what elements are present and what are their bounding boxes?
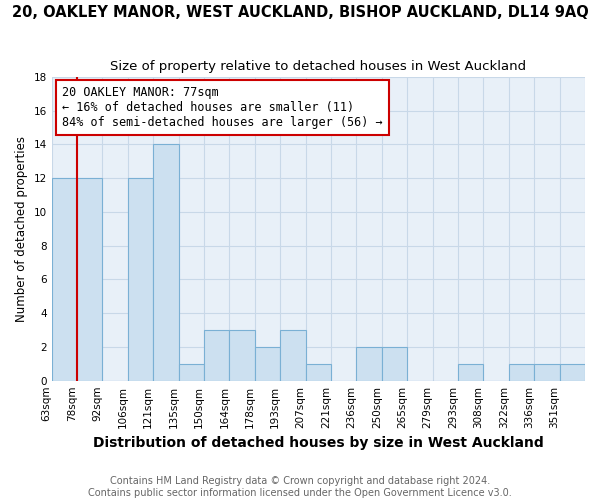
X-axis label: Distribution of detached houses by size in West Auckland: Distribution of detached houses by size … [93, 436, 544, 450]
Bar [382, 347, 407, 380]
Bar [534, 364, 560, 380]
Bar [153, 144, 179, 380]
Text: Contains HM Land Registry data © Crown copyright and database right 2024.
Contai: Contains HM Land Registry data © Crown c… [88, 476, 512, 498]
Bar [52, 178, 77, 380]
Bar [560, 364, 585, 380]
Bar [128, 178, 153, 380]
Bar [179, 364, 204, 380]
Bar [204, 330, 229, 380]
Bar [77, 178, 103, 380]
Bar [509, 364, 534, 380]
Bar [280, 330, 305, 380]
Text: 20 OAKLEY MANOR: 77sqm
← 16% of detached houses are smaller (11)
84% of semi-det: 20 OAKLEY MANOR: 77sqm ← 16% of detached… [62, 86, 383, 129]
Y-axis label: Number of detached properties: Number of detached properties [15, 136, 28, 322]
Bar [229, 330, 255, 380]
Bar [356, 347, 382, 380]
Text: 20, OAKLEY MANOR, WEST AUCKLAND, BISHOP AUCKLAND, DL14 9AQ: 20, OAKLEY MANOR, WEST AUCKLAND, BISHOP … [11, 5, 589, 20]
Bar [458, 364, 484, 380]
Bar [255, 347, 280, 380]
Bar [305, 364, 331, 380]
Title: Size of property relative to detached houses in West Auckland: Size of property relative to detached ho… [110, 60, 526, 73]
